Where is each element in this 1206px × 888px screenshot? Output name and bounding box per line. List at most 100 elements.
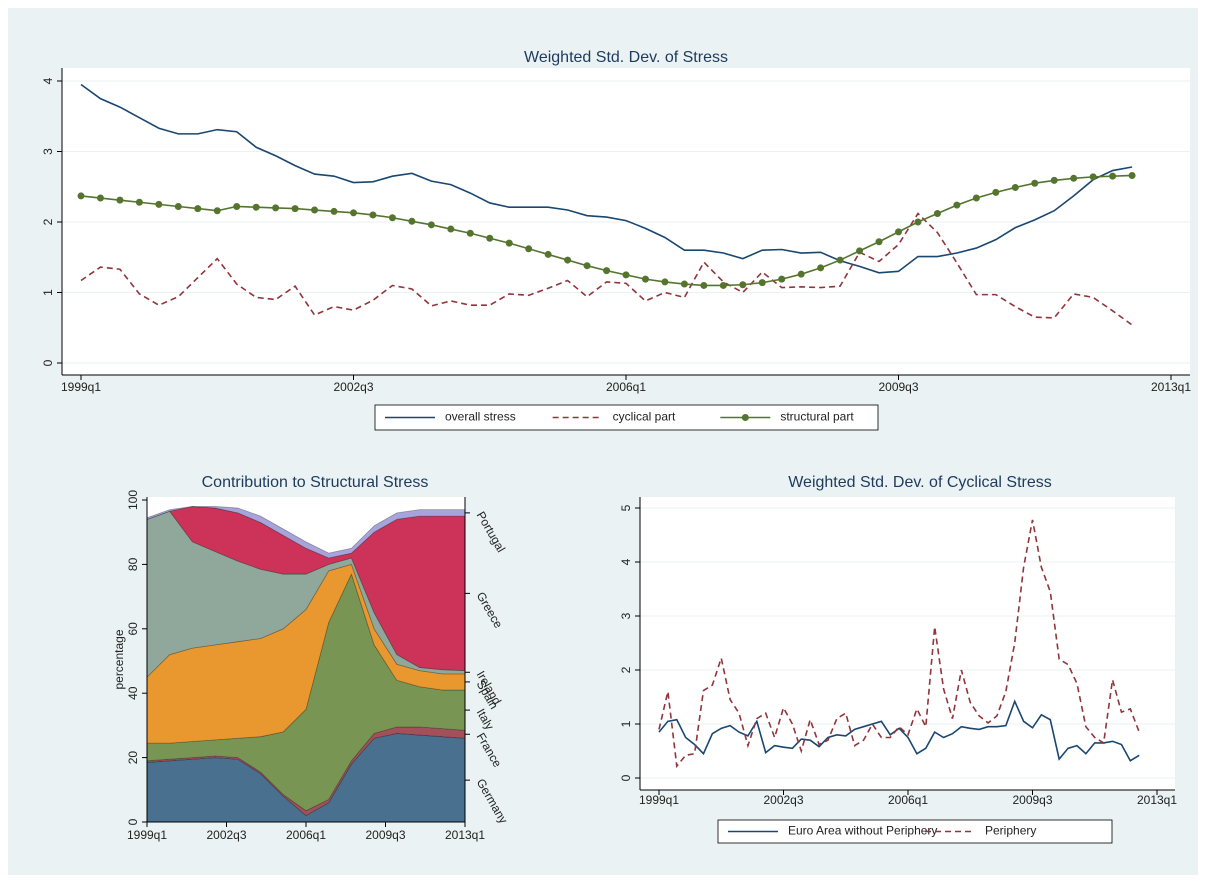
x-tick-label: 2006q1: [888, 793, 928, 807]
x-tick-label: 2013q1: [445, 828, 485, 842]
marker: [875, 238, 883, 246]
line: [80, 83, 1133, 274]
marker: [641, 275, 649, 283]
marker: [116, 196, 124, 204]
marker: [836, 256, 844, 264]
marker: [758, 279, 766, 287]
marker: [330, 207, 338, 215]
marker: [895, 228, 902, 236]
y-tick-label: 5: [619, 504, 633, 511]
marker: [992, 188, 1000, 196]
marker: [77, 192, 85, 200]
x-tick-label: 1999q1: [127, 828, 167, 842]
chart-title: Weighted Std. Dev. of Stress: [524, 49, 728, 66]
marker: [408, 217, 416, 225]
legend-label: Periphery: [985, 824, 1036, 838]
y-tick-label: 100: [126, 490, 140, 510]
marker: [272, 204, 280, 212]
marker: [447, 225, 455, 233]
marker: [564, 256, 572, 264]
marker: [778, 275, 786, 283]
legend-marker: [741, 414, 749, 421]
y-tick-label: 1: [619, 720, 633, 727]
marker: [388, 214, 396, 222]
marker: [933, 210, 941, 218]
marker: [311, 206, 319, 214]
y-tick-label: 0: [126, 818, 140, 825]
marker: [525, 245, 533, 253]
y-tick-label: 1: [41, 289, 55, 296]
marker: [1109, 172, 1117, 180]
marker: [817, 264, 825, 272]
marker: [194, 205, 202, 213]
line: [658, 519, 1140, 769]
y-tick-label: 3: [41, 148, 55, 155]
y-tick-label: 40: [126, 686, 140, 700]
x-tick-label: 1999q1: [639, 793, 679, 807]
y-tick-label: 60: [126, 622, 140, 636]
marker: [135, 198, 143, 206]
marker: [661, 278, 669, 286]
marker: [1089, 173, 1097, 181]
x-tick-label: 2009q3: [365, 828, 405, 842]
marker: [1128, 171, 1136, 179]
marker: [213, 207, 221, 215]
marker: [856, 247, 864, 255]
marker: [544, 250, 552, 258]
marker: [603, 267, 611, 275]
x-tick-label: 2009q3: [878, 380, 918, 394]
marker: [1070, 174, 1078, 182]
marker: [466, 229, 474, 237]
legend-box: [374, 404, 879, 431]
marker: [680, 280, 688, 288]
marker: [583, 262, 591, 270]
x-tick-label: 2009q3: [1012, 793, 1052, 807]
marker: [505, 239, 513, 247]
x-tick-label: 2006q1: [606, 380, 646, 394]
legend-label: overall stress: [445, 410, 516, 424]
line: [80, 212, 1133, 326]
marker: [1050, 176, 1058, 184]
y-tick-label: 4: [619, 558, 633, 565]
marker: [622, 271, 630, 279]
line: [658, 699, 1140, 762]
y-axis-label: percentage: [112, 629, 126, 689]
y-tick-label: 2: [41, 218, 55, 225]
legend-label: cyclical part: [613, 410, 676, 424]
x-tick-label: 2002q3: [763, 793, 803, 807]
marker: [350, 209, 357, 217]
marker: [427, 221, 435, 229]
marker: [252, 203, 260, 211]
x-tick-label: 2002q3: [206, 828, 246, 842]
y-tick-label: 3: [619, 612, 633, 619]
legend-label: structural part: [780, 410, 854, 424]
y-tick-label: 2: [619, 666, 633, 673]
x-tick-label: 1999q1: [61, 380, 101, 394]
chart-title: Contribution to Structural Stress: [202, 474, 429, 491]
x-tick-label: 2013q1: [1151, 380, 1191, 394]
marker: [96, 194, 104, 202]
legend-box: [717, 819, 1113, 844]
marker: [291, 205, 299, 213]
y-tick-label: 0: [619, 774, 633, 781]
legend-label: Euro Area without Periphery: [788, 824, 937, 838]
x-tick-label: 2006q1: [286, 828, 326, 842]
marker: [953, 201, 961, 209]
y-tick-label: 80: [126, 557, 140, 571]
marker: [174, 202, 182, 210]
marker: [233, 202, 241, 210]
marker: [700, 281, 708, 289]
y-tick-label: 20: [126, 751, 140, 765]
marker: [719, 281, 727, 289]
marker: [155, 200, 163, 208]
marker: [972, 194, 980, 202]
y-tick-label: 4: [41, 77, 55, 84]
chart-title: Weighted Std. Dev. of Cyclical Stress: [788, 474, 1052, 491]
marker: [369, 211, 377, 219]
x-tick-label: 2013q1: [1137, 793, 1177, 807]
marker: [1031, 179, 1039, 187]
plot-region: [640, 497, 1175, 790]
x-tick-label: 2002q3: [333, 380, 373, 394]
marker: [739, 281, 747, 289]
